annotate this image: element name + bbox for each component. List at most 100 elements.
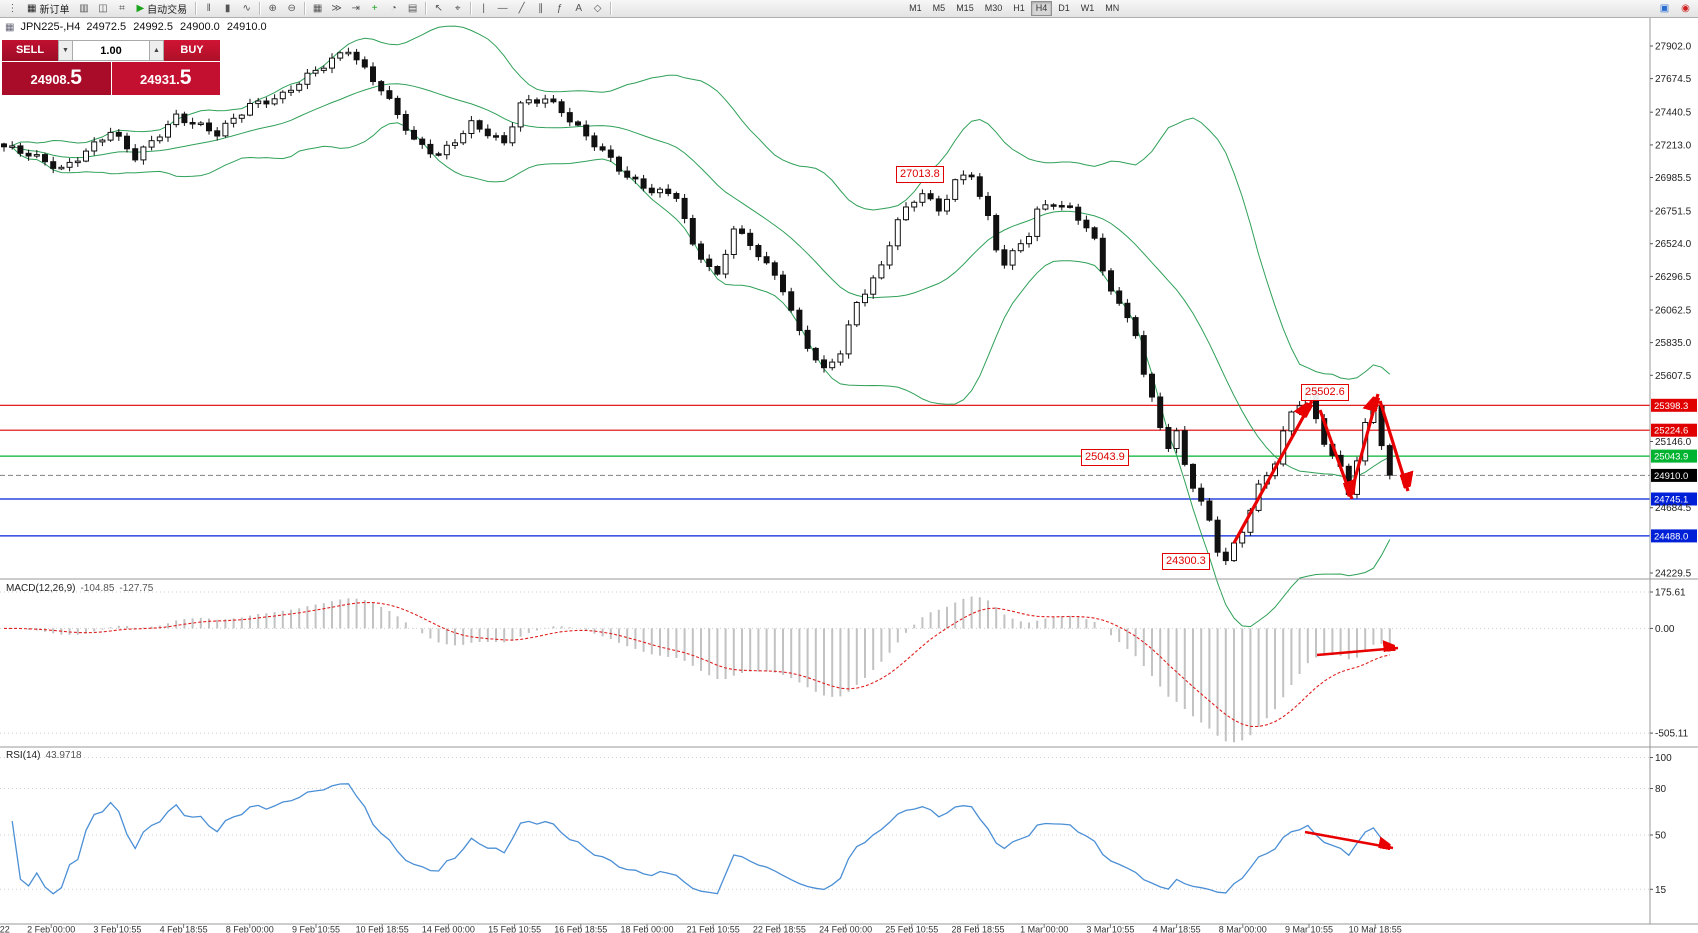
price-axis[interactable]: 27902.0 27674.5 27440.5 27213.0 26985.5 26751… bbox=[1650, 42, 1697, 896]
lot-decrease-button[interactable]: ▼ bbox=[58, 40, 73, 61]
svg-text:21 Feb 10:55: 21 Feb 10:55 bbox=[687, 925, 740, 933]
macd-main-value: -104.85 bbox=[80, 583, 115, 594]
svg-text:80: 80 bbox=[1655, 784, 1667, 795]
time-axis[interactable]: 31 Jan 2022 2 Feb 00:00 3 Feb 10:55 4 Feb 1… bbox=[0, 924, 1402, 933]
periods-icon[interactable]: ◔ bbox=[384, 0, 403, 17]
zoom-in-icon: ⊕ bbox=[268, 3, 277, 14]
macd-signal-value: -127.75 bbox=[119, 583, 154, 594]
svg-text:10 Mar 18:55: 10 Mar 18:55 bbox=[1349, 925, 1402, 933]
svg-text:25043.9: 25043.9 bbox=[1654, 452, 1688, 463]
buy-price-button[interactable]: 24931. 5 bbox=[111, 62, 220, 95]
navigator-icon[interactable]: ⌗ bbox=[112, 0, 131, 17]
open-value: 24972.5 bbox=[86, 21, 127, 33]
timeframe-MN[interactable]: MN bbox=[1105, 3, 1120, 13]
svg-text:25224.6: 25224.6 bbox=[1654, 426, 1688, 437]
sell-price-button[interactable]: 24908. 5 bbox=[2, 62, 111, 95]
crosshair-icon: ⌖ bbox=[454, 3, 461, 14]
svg-text:-505.11: -505.11 bbox=[1655, 729, 1689, 740]
svg-text:9 Feb 10:55: 9 Feb 10:55 bbox=[292, 925, 340, 933]
brand-icon[interactable]: ◉ bbox=[1676, 0, 1695, 17]
zoom-out-icon: ⊖ bbox=[287, 3, 296, 14]
timeframe-W1[interactable]: W1 bbox=[1080, 3, 1095, 13]
timeframe-D1[interactable]: D1 bbox=[1058, 3, 1070, 13]
fibonacci-icon: ƒ bbox=[556, 3, 563, 14]
templates-icon[interactable]: ▤ bbox=[403, 0, 422, 17]
auto-scroll-icon[interactable]: ≫ bbox=[327, 0, 346, 17]
horizontal-line-icon[interactable]: — bbox=[493, 0, 512, 17]
svg-text:26524.0: 26524.0 bbox=[1655, 239, 1692, 250]
fibonacci-icon[interactable]: ƒ bbox=[550, 0, 569, 17]
timeframe-H4[interactable]: H4 bbox=[1030, 1, 1053, 16]
tile-windows-icon[interactable]: ▦ bbox=[308, 0, 327, 17]
fullscreen-icon[interactable]: ▣ bbox=[1655, 0, 1674, 17]
line-chart-icon[interactable]: ∿ bbox=[237, 0, 256, 17]
new-order-button: ▦ bbox=[27, 3, 37, 14]
timeframe-M15[interactable]: M15 bbox=[956, 3, 974, 13]
market-watch-icon: ▥ bbox=[79, 3, 89, 14]
high-value: 24992.5 bbox=[133, 21, 173, 33]
shapes-icon[interactable]: ◇ bbox=[588, 0, 607, 17]
bar-chart-icon: ‖ bbox=[206, 3, 211, 14]
panel-separators[interactable] bbox=[0, 18, 1698, 925]
new-order-button[interactable]: ▦ 新订单 bbox=[27, 3, 70, 16]
line-chart-icon: ∿ bbox=[242, 3, 251, 14]
autotrading-button: ▶ bbox=[136, 3, 145, 14]
tile-windows-icon: ▦ bbox=[312, 3, 323, 14]
buy-button[interactable]: BUY bbox=[164, 40, 220, 61]
toolbar-separator bbox=[425, 2, 427, 15]
sell-button[interactable]: SELL bbox=[2, 40, 58, 61]
candlestick-chart-icon[interactable]: ▮ bbox=[218, 0, 237, 17]
svg-text:31 Jan 2022: 31 Jan 2022 bbox=[0, 925, 10, 933]
channel-icon[interactable]: ∥ bbox=[531, 0, 550, 17]
ohlc-values: 24972.5 24992.5 24900.0 24910.0 bbox=[86, 21, 270, 33]
chart-shift-icon[interactable]: ⇥ bbox=[346, 0, 365, 17]
lot-input[interactable] bbox=[73, 40, 149, 61]
svg-text:25398.3: 25398.3 bbox=[1654, 401, 1688, 412]
svg-text:4 Feb 18:55: 4 Feb 18:55 bbox=[160, 925, 208, 933]
svg-text:16 Feb 18:55: 16 Feb 18:55 bbox=[554, 925, 607, 933]
data-window-icon[interactable]: ◫ bbox=[93, 0, 112, 17]
price-annotation-label[interactable]: 27013.8 bbox=[896, 166, 944, 183]
lot-increase-button[interactable]: ▲ bbox=[149, 40, 164, 61]
cursor-icon[interactable]: ↖ bbox=[429, 0, 448, 17]
svg-text:27440.5: 27440.5 bbox=[1655, 108, 1692, 119]
indicators-icon[interactable]: + bbox=[365, 0, 384, 17]
timeframe-M30[interactable]: M30 bbox=[984, 3, 1003, 13]
svg-text:24 Feb 00:00: 24 Feb 00:00 bbox=[819, 925, 872, 933]
crosshair-icon[interactable]: ⌖ bbox=[448, 0, 467, 17]
price-annotation-label[interactable]: 25502.6 bbox=[1301, 384, 1349, 401]
svg-text:27902.0: 27902.0 bbox=[1655, 42, 1692, 53]
trend-arrows[interactable] bbox=[1232, 393, 1408, 848]
timeframe-M1[interactable]: M1 bbox=[909, 3, 922, 13]
toolbar-grip[interactable]: ⋮ bbox=[3, 0, 22, 17]
toolbar-right-group: ▣ ◉ bbox=[1655, 0, 1695, 17]
market-watch-icon[interactable]: ▥ bbox=[74, 0, 93, 17]
rsi-value: 43.9718 bbox=[45, 750, 82, 761]
chart-shift-icon: ⇥ bbox=[351, 3, 360, 14]
shapes-icon: ◇ bbox=[593, 3, 602, 14]
symbol-timeframe-label: JPN225-,H4 bbox=[20, 21, 81, 33]
macd-label: MACD(12,26,9) -104.85 -127.75 bbox=[6, 583, 154, 594]
svg-text:27213.0: 27213.0 bbox=[1655, 140, 1692, 151]
zoom-in-icon[interactable]: ⊕ bbox=[263, 0, 282, 17]
toolbar-separator bbox=[470, 2, 472, 15]
svg-text:24684.5: 24684.5 bbox=[1655, 503, 1692, 514]
horizontal-level-lines[interactable]: 25398.3 25224.6 25043.9 24745.1 24488.0 bbox=[0, 398, 1697, 543]
timeframe-H1[interactable]: H1 bbox=[1013, 3, 1025, 13]
price-annotation-label[interactable]: 24300.3 bbox=[1162, 553, 1210, 570]
vertical-line-icon[interactable]: | bbox=[474, 0, 493, 17]
svg-text:25835.0: 25835.0 bbox=[1655, 338, 1692, 349]
trendline-icon[interactable]: ╱ bbox=[512, 0, 531, 17]
zoom-out-icon[interactable]: ⊖ bbox=[282, 0, 301, 17]
text-icon[interactable]: A bbox=[569, 0, 588, 17]
price-annotation-label[interactable]: 25043.9 bbox=[1081, 449, 1129, 466]
autotrading-button[interactable]: ▶ 自动交易 bbox=[136, 3, 188, 16]
svg-text:26296.5: 26296.5 bbox=[1655, 272, 1692, 283]
svg-text:26985.5: 26985.5 bbox=[1655, 173, 1692, 184]
bar-chart-icon[interactable]: ‖ bbox=[199, 0, 218, 17]
vertical-line-icon: | bbox=[482, 3, 485, 14]
svg-text:2 Feb 00:00: 2 Feb 00:00 bbox=[27, 925, 75, 933]
timeframe-M5[interactable]: M5 bbox=[932, 3, 946, 13]
